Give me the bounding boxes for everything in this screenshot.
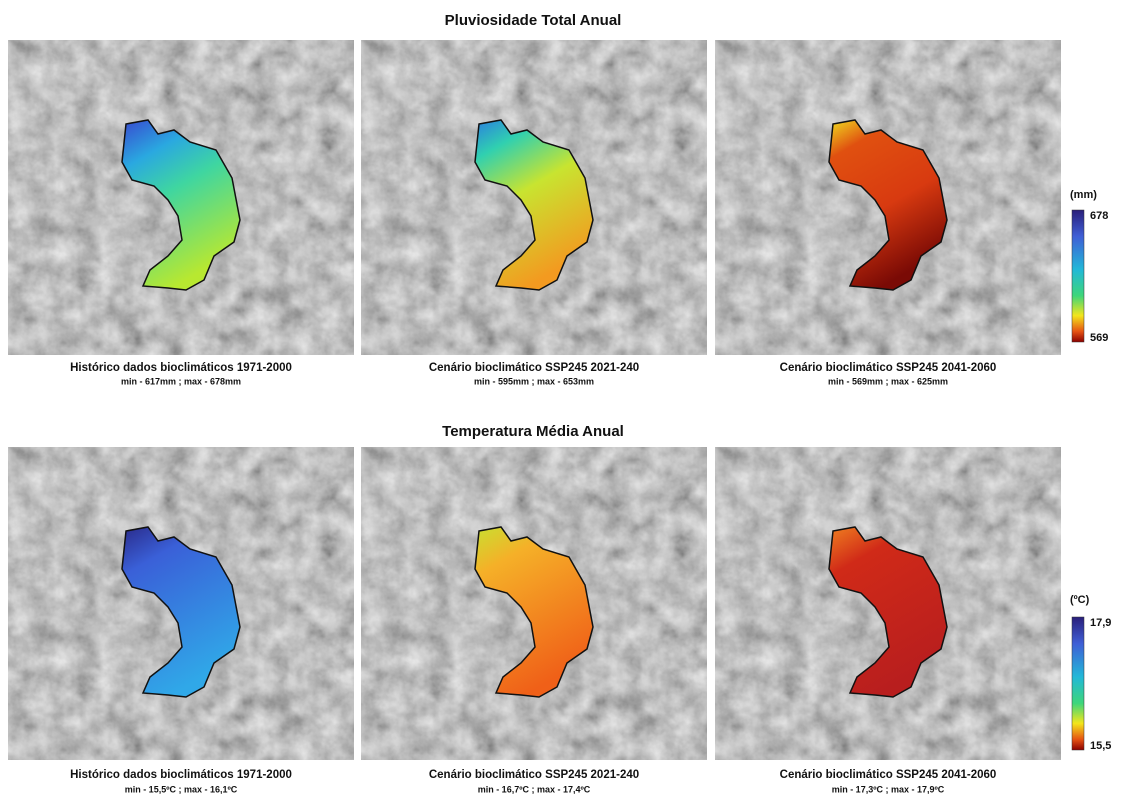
map-panel [8,40,354,355]
panel-range: min - 617mm ; max - 678mm [121,376,241,386]
section-title: Temperatura Média Anual [442,423,624,440]
panel-caption: Histórico dados bioclimáticos 1971-2000 [70,362,292,374]
panel-range: min - 15,5ºC ; max - 16,1ºC [125,784,238,794]
legend-max: 17,9 [1090,617,1111,629]
map-panel [715,40,1061,355]
panel-caption: Cenário bioclimático SSP245 2021-240 [429,769,639,781]
figure: Pluviosidade Total Anual Histórico dados … [0,0,1121,800]
section-title: Pluviosidade Total Anual [445,12,622,29]
panel-caption: Histórico dados bioclimáticos 1971-2000 [70,769,292,781]
map-panel [715,447,1061,760]
panel-range: min - 595mm ; max - 653mm [474,376,594,386]
panel-range: min - 17,3ºC ; max - 17,9ºC [832,784,945,794]
map-panel [8,447,354,760]
legend-unit: (mm) [1070,189,1097,201]
panel-range: min - 569mm ; max - 625mm [828,376,948,386]
legend-max: 678 [1090,210,1108,222]
legend-colorbar [1072,210,1084,342]
legend-colorbar [1072,617,1084,750]
map-panel [361,40,707,355]
panel-range: min - 16,7ºC ; max - 17,4ºC [478,784,591,794]
legend-min: 15,5 [1090,740,1111,752]
panel-caption: Cenário bioclimático SSP245 2041-2060 [780,769,997,781]
legend-min: 569 [1090,332,1108,344]
panel-caption: Cenário bioclimático SSP245 2041-2060 [780,362,997,374]
map-panel [361,447,707,760]
panel-caption: Cenário bioclimático SSP245 2021-240 [429,362,639,374]
legend-unit: (ºC) [1070,594,1090,606]
